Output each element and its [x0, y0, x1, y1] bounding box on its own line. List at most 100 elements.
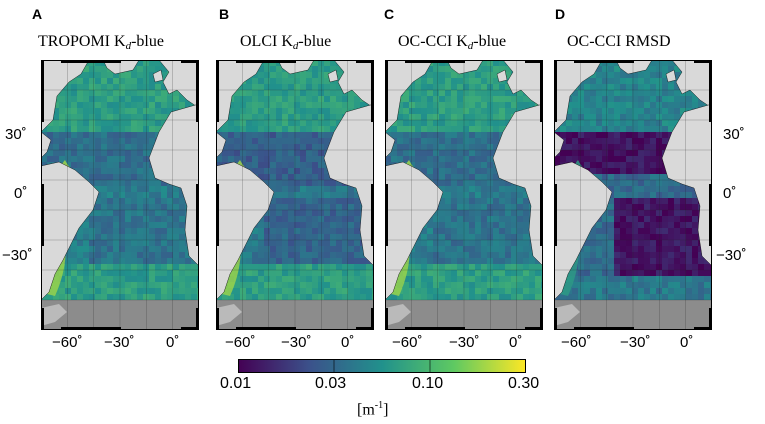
- ocean-cell: [469, 228, 475, 234]
- ocean-cell: [644, 120, 650, 126]
- ocean-cell: [65, 132, 71, 138]
- ocean-cell: [161, 84, 167, 90]
- ocean-cell: [475, 234, 481, 240]
- ocean-cell: [451, 246, 457, 252]
- ocean-cell: [451, 282, 457, 288]
- ocean-cell: [222, 144, 228, 150]
- ocean-cell: [529, 276, 535, 282]
- ocean-cell: [511, 186, 517, 192]
- ocean-cell: [686, 234, 692, 240]
- ocean-cell: [475, 96, 481, 102]
- ocean-cell: [288, 150, 294, 156]
- ocean-cell: [632, 78, 638, 84]
- ocean-cell: [294, 84, 300, 90]
- panel-letter-c: C: [384, 6, 395, 22]
- ocean-cell: [457, 186, 463, 192]
- ocean-cell: [433, 180, 439, 186]
- ocean-cell: [475, 186, 481, 192]
- ocean-cell: [427, 156, 433, 162]
- ocean-cell: [348, 240, 354, 246]
- ocean-cell: [481, 168, 487, 174]
- ocean-cell: [608, 144, 614, 150]
- ocean-cell: [107, 246, 113, 252]
- ocean-cell: [517, 210, 523, 216]
- ocean-cell: [481, 258, 487, 264]
- ocean-cell: [445, 108, 451, 114]
- ocean-cell: [487, 198, 493, 204]
- ocean-cell: [131, 288, 137, 294]
- ocean-cell: [463, 96, 469, 102]
- ocean-cell: [89, 258, 95, 264]
- ocean-cell: [119, 216, 125, 222]
- ocean-cell: [324, 216, 330, 222]
- ocean-cell: [131, 180, 137, 186]
- ocean-cell: [608, 276, 614, 282]
- ocean-cell: [650, 270, 656, 276]
- ocean-cell: [306, 234, 312, 240]
- ocean-cell: [276, 288, 282, 294]
- ocean-cell: [228, 102, 234, 108]
- ocean-cell: [113, 186, 119, 192]
- ocean-cell: [89, 264, 95, 270]
- ocean-cell: [421, 126, 427, 132]
- ocean-cell: [360, 270, 366, 276]
- ocean-cell: [167, 192, 173, 198]
- ocean-cell: [590, 156, 596, 162]
- ocean-cell: [107, 72, 113, 78]
- ocean-cell: [505, 252, 511, 258]
- ocean-cell: [517, 90, 523, 96]
- ocean-cell: [632, 240, 638, 246]
- ocean-cell: [131, 252, 137, 258]
- ocean-cell: [342, 234, 348, 240]
- ocean-cell: [107, 264, 113, 270]
- ocean-cell: [71, 108, 77, 114]
- ocean-cell: [324, 264, 330, 270]
- ocean-cell: [638, 156, 644, 162]
- ocean-cell: [342, 246, 348, 252]
- ocean-cell: [240, 252, 246, 258]
- ocean-cell: [704, 264, 710, 270]
- ocean-cell: [324, 126, 330, 132]
- ocean-cell: [596, 126, 602, 132]
- ocean-cell: [113, 252, 119, 258]
- south-america: [41, 161, 100, 301]
- ocean-cell: [668, 294, 674, 300]
- ocean-cell: [578, 288, 584, 294]
- ocean-cell: [409, 150, 415, 156]
- ocean-cell: [312, 168, 318, 174]
- ocean-cell: [457, 108, 463, 114]
- ocean-cell: [95, 234, 101, 240]
- ocean-cell: [354, 102, 360, 108]
- ocean-cell: [523, 282, 529, 288]
- ocean-cell: [554, 156, 560, 162]
- ocean-cell: [632, 108, 638, 114]
- ocean-cell: [83, 270, 89, 276]
- ocean-cell: [469, 174, 475, 180]
- ocean-cell: [427, 78, 433, 84]
- ocean-cell: [143, 174, 149, 180]
- ocean-cell: [354, 192, 360, 198]
- ocean-cell: [252, 150, 258, 156]
- ocean-cell: [95, 204, 101, 210]
- ocean-cell: [608, 150, 614, 156]
- ocean-cell: [614, 132, 620, 138]
- ocean-cell: [620, 240, 626, 246]
- ocean-cell: [686, 228, 692, 234]
- ocean-cell: [330, 210, 336, 216]
- ocean-cell: [608, 228, 614, 234]
- ocean-cell: [252, 258, 258, 264]
- ocean-cell: [336, 186, 342, 192]
- ocean-cell: [493, 120, 499, 126]
- ocean-cell: [650, 150, 656, 156]
- ocean-cell: [596, 84, 602, 90]
- ocean-cell: [324, 84, 330, 90]
- ocean-cell: [119, 108, 125, 114]
- ocean-cell: [578, 138, 584, 144]
- ocean-cell: [584, 294, 590, 300]
- ocean-cell: [282, 180, 288, 186]
- ocean-cell: [457, 192, 463, 198]
- ocean-cell: [173, 186, 179, 192]
- ocean-cell: [632, 288, 638, 294]
- ocean-cell: [505, 258, 511, 264]
- ocean-cell: [324, 288, 330, 294]
